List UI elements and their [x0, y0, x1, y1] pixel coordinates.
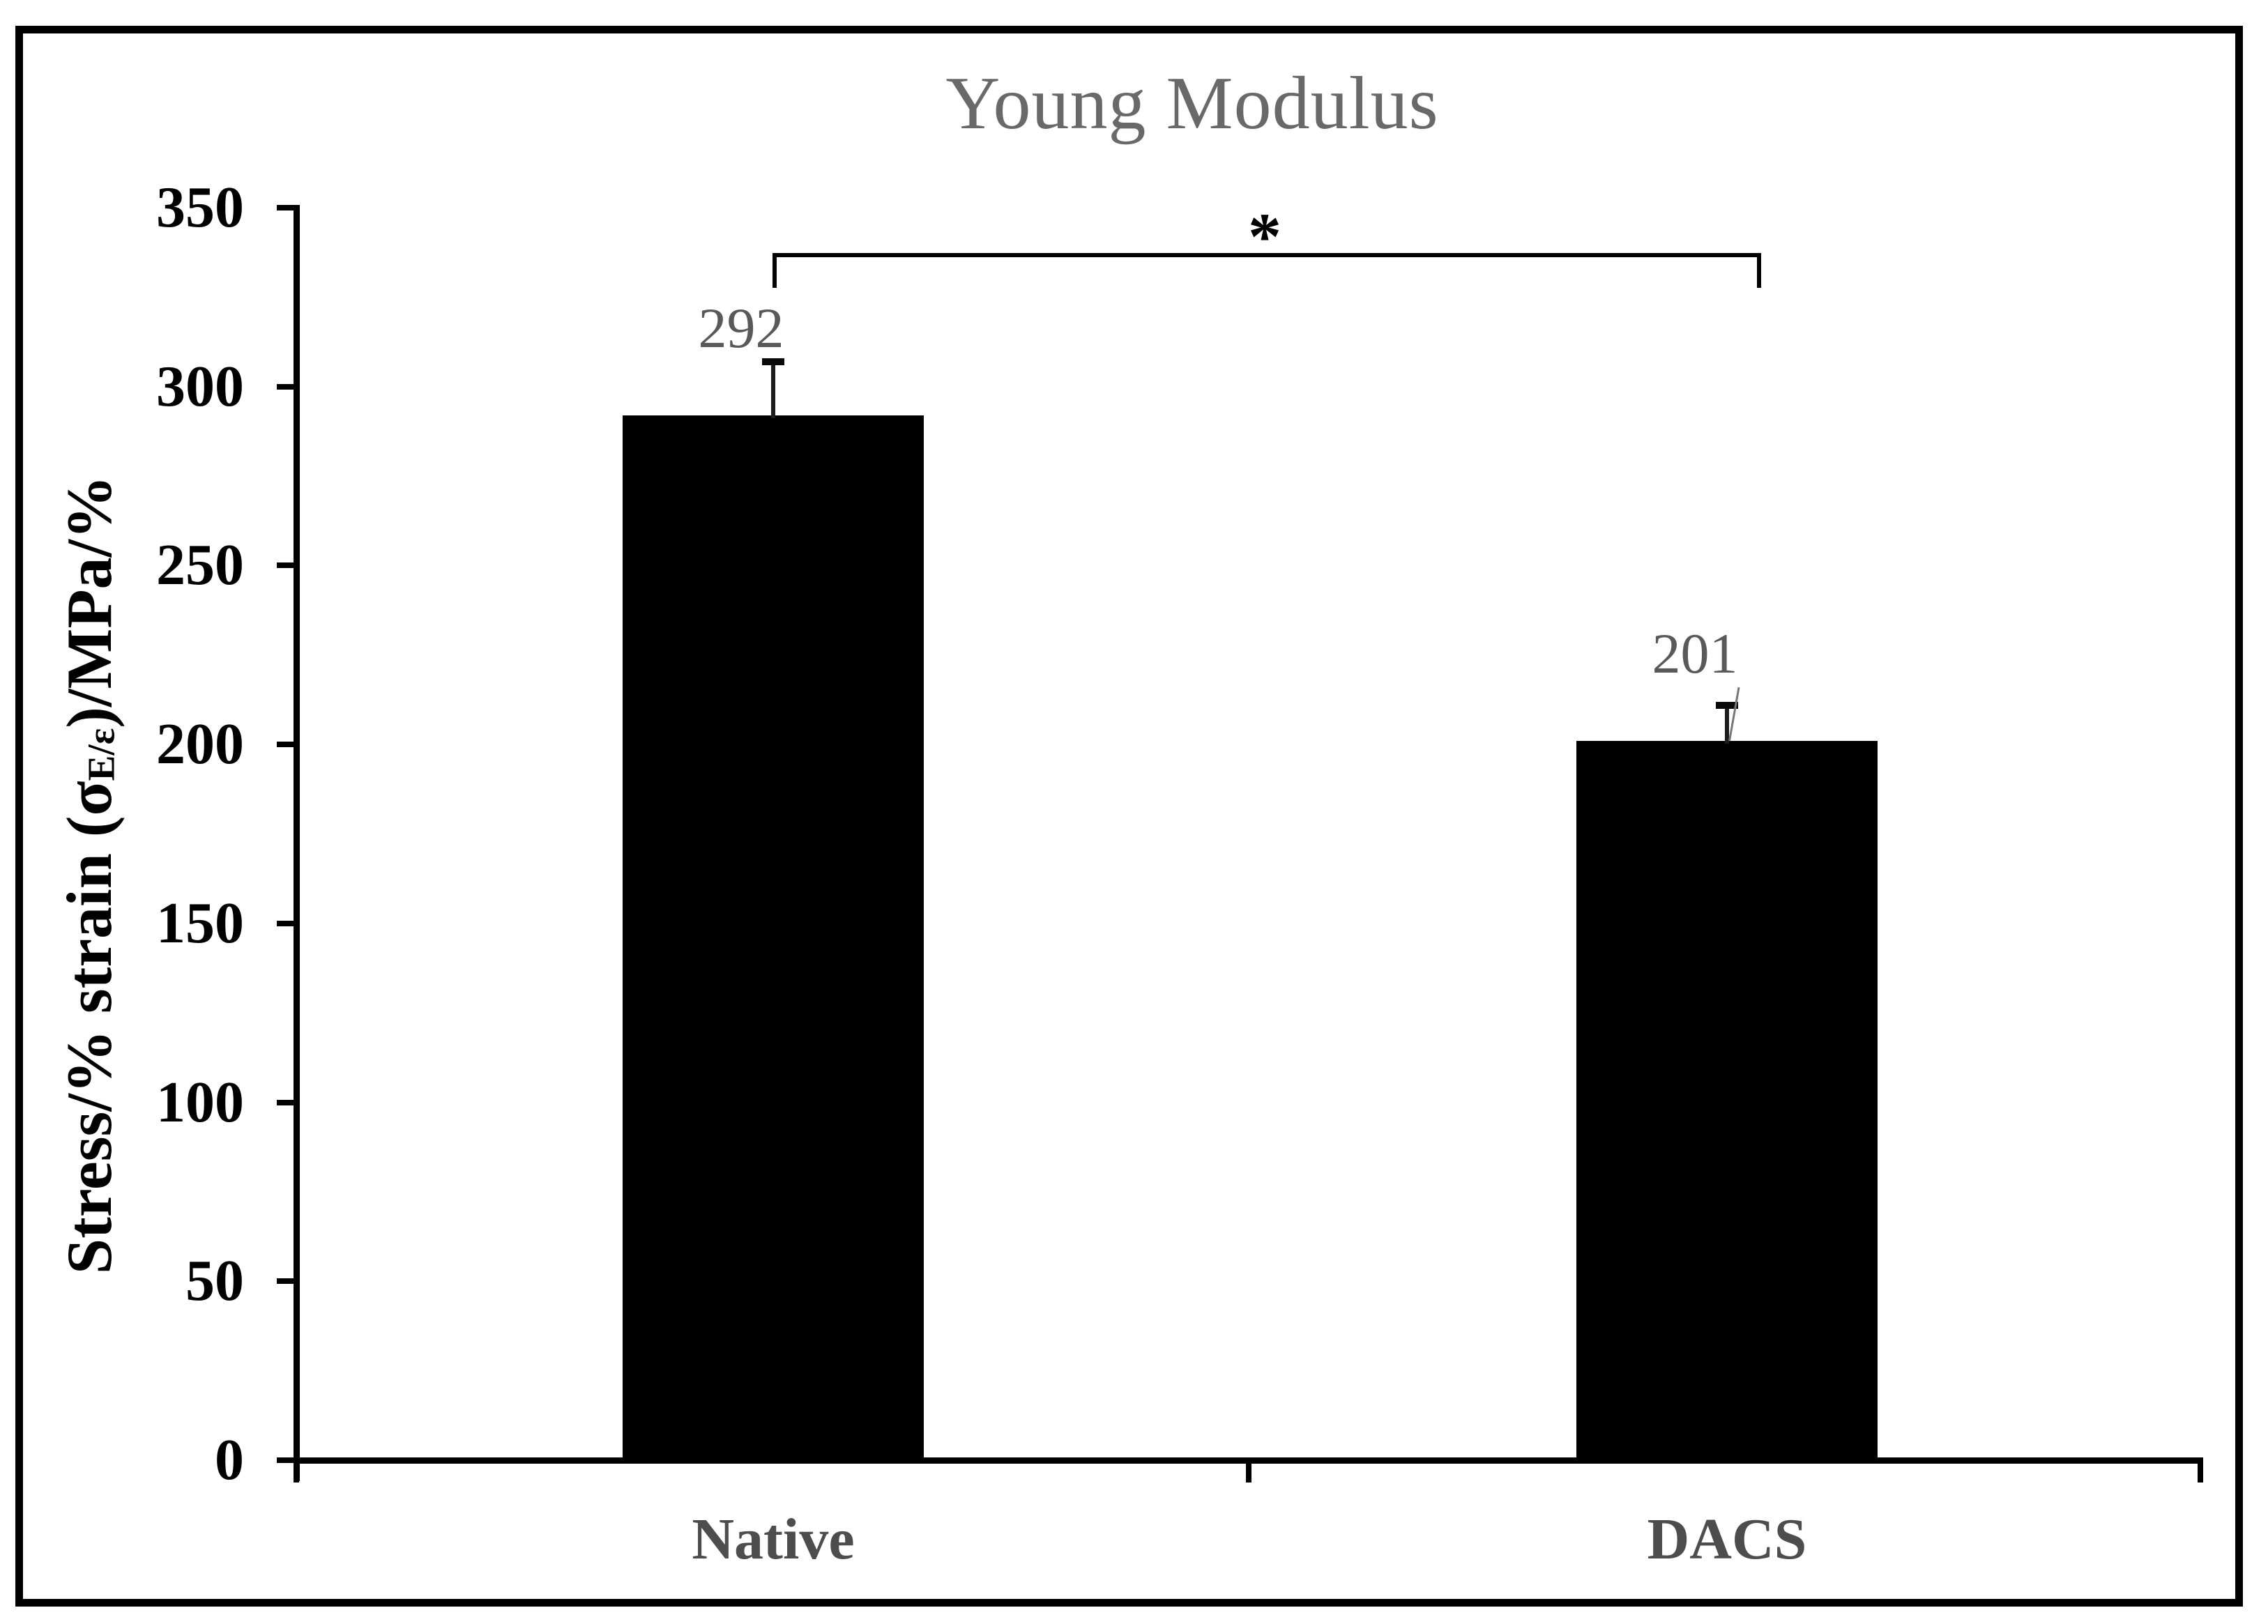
- y-tick-label: 150: [156, 890, 244, 956]
- y-tick-label: 200: [156, 712, 244, 777]
- bar-value-label: 292: [698, 296, 784, 360]
- error-bar-line: [771, 361, 775, 418]
- bar-native: [623, 415, 924, 1462]
- significance-bracket-line: [773, 253, 1761, 257]
- y-tick-mark: [277, 1099, 296, 1105]
- x-tick-mark: [1245, 1460, 1251, 1483]
- y-tick-label: 0: [215, 1427, 244, 1492]
- x-tick-mark: [2198, 1460, 2203, 1483]
- y-tick-mark: [277, 383, 296, 390]
- significance-bracket-right-leg: [1757, 253, 1761, 288]
- error-bar-slant: [1728, 687, 1740, 742]
- figure-border: [15, 26, 2243, 1607]
- y-tick-label: 50: [185, 1248, 244, 1314]
- y-tick-mark: [277, 742, 296, 748]
- y-axis-line: [294, 205, 300, 1481]
- significance-asterisk: *: [1248, 199, 1281, 274]
- x-tick-mark: [294, 1460, 299, 1483]
- y-tick-mark: [277, 562, 296, 569]
- y-tick-label: 300: [156, 353, 244, 419]
- y-tick-mark: [277, 1278, 296, 1285]
- error-bar-cap: [1716, 701, 1738, 709]
- error-bar-cap: [762, 358, 784, 365]
- y-tick-mark: [277, 205, 296, 210]
- error-bar-line: [1725, 705, 1729, 744]
- y-tick-mark: [277, 1457, 296, 1463]
- y-tick-label: 350: [156, 175, 244, 240]
- bar-value-label: 201: [1652, 621, 1738, 685]
- chart-title: Young Modulus: [945, 62, 1439, 145]
- y-tick-label: 100: [156, 1069, 244, 1135]
- y-tick-mark: [277, 920, 296, 926]
- bar-dacs: [1576, 741, 1878, 1462]
- significance-bracket-left-leg: [773, 253, 777, 288]
- category-label-native: Native: [692, 1507, 855, 1572]
- y-tick-label: 250: [156, 533, 244, 598]
- category-label-dacs: DACS: [1647, 1507, 1807, 1572]
